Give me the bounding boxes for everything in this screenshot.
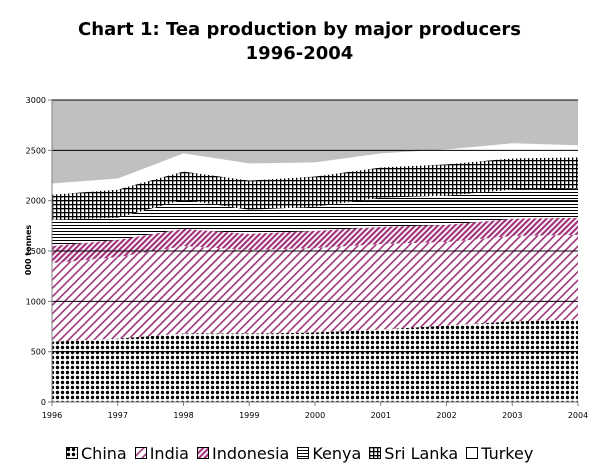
x-tick-label: 2000: [305, 411, 325, 420]
legend-label-kenya: Kenya: [312, 443, 362, 463]
y-tick-label: 2500: [26, 146, 46, 155]
y-tick-label: 3000: [26, 96, 46, 105]
legend-item-sri-lanka: Sri Lanka: [369, 444, 458, 463]
legend-item-turkey: Turkey: [466, 444, 533, 463]
y-tick-label: 500: [31, 348, 46, 357]
legend-label-china: China: [81, 443, 127, 463]
x-tick-label: 1999: [239, 411, 259, 420]
x-tick-label: 2001: [371, 411, 391, 420]
legend: China India Indonesia Kenya Sri Lanka Turkey: [66, 438, 588, 468]
legend-swatch-indonesia: [196, 447, 209, 459]
area-series-sri-lanka: [52, 157, 578, 220]
x-tick-labels: 1996 1997 1998 1999 2000 2001 2002 2003 2004: [42, 411, 588, 420]
legend-swatch-sri-lanka: [369, 447, 382, 459]
gridlines: [52, 99, 578, 353]
legend-swatch-india: [134, 447, 147, 459]
legend-swatch-kenya: [297, 447, 310, 459]
area-series-turkey: [52, 143, 578, 195]
x-tick-label: 1997: [108, 411, 128, 420]
y-tick-label: 0: [41, 398, 46, 407]
legend-label-india: India: [149, 443, 189, 463]
legend-label-indonesia: Indonesia: [211, 443, 290, 463]
legend-item-india: India: [134, 443, 189, 463]
legend-item-china: China: [66, 444, 127, 463]
chart-title-line-1: Chart 1: Tea production by major produce…: [78, 19, 521, 40]
area-series-kenya: [52, 188, 578, 246]
legend-swatch-turkey: [466, 447, 479, 459]
area-series-india: [52, 234, 578, 342]
y-tick-label: 1000: [26, 297, 46, 306]
x-tick-label: 2002: [436, 411, 456, 420]
legend-item-kenya: Kenya: [297, 444, 361, 463]
area-series-indonesia: [52, 217, 578, 264]
y-axis-label: 000 tonnes: [24, 225, 33, 276]
area-series-group: [52, 143, 578, 402]
chart-title: Chart 1: Tea production by major produce…: [0, 18, 599, 66]
legend-label-sri-lanka: Sri Lanka: [384, 443, 459, 463]
x-tick-label: 1998: [173, 411, 193, 420]
y-tick-label: 2000: [26, 197, 46, 206]
legend-swatch-china: [66, 447, 78, 459]
y-tick-labels: 0 500 1000 1500 2000 2500 3000: [26, 96, 46, 407]
x-tick-label: 2003: [502, 411, 522, 420]
y-tick-label: 1500: [26, 247, 46, 256]
legend-item-indonesia: Indonesia: [196, 443, 290, 463]
area-series-china: [52, 319, 578, 402]
legend-label-turkey: Turkey: [481, 443, 534, 463]
axes: [48, 99, 579, 406]
chart-title-line-2: 1996-2004: [245, 43, 354, 64]
x-tick-label: 1996: [42, 411, 62, 420]
x-tick-label: 2004: [568, 411, 588, 420]
